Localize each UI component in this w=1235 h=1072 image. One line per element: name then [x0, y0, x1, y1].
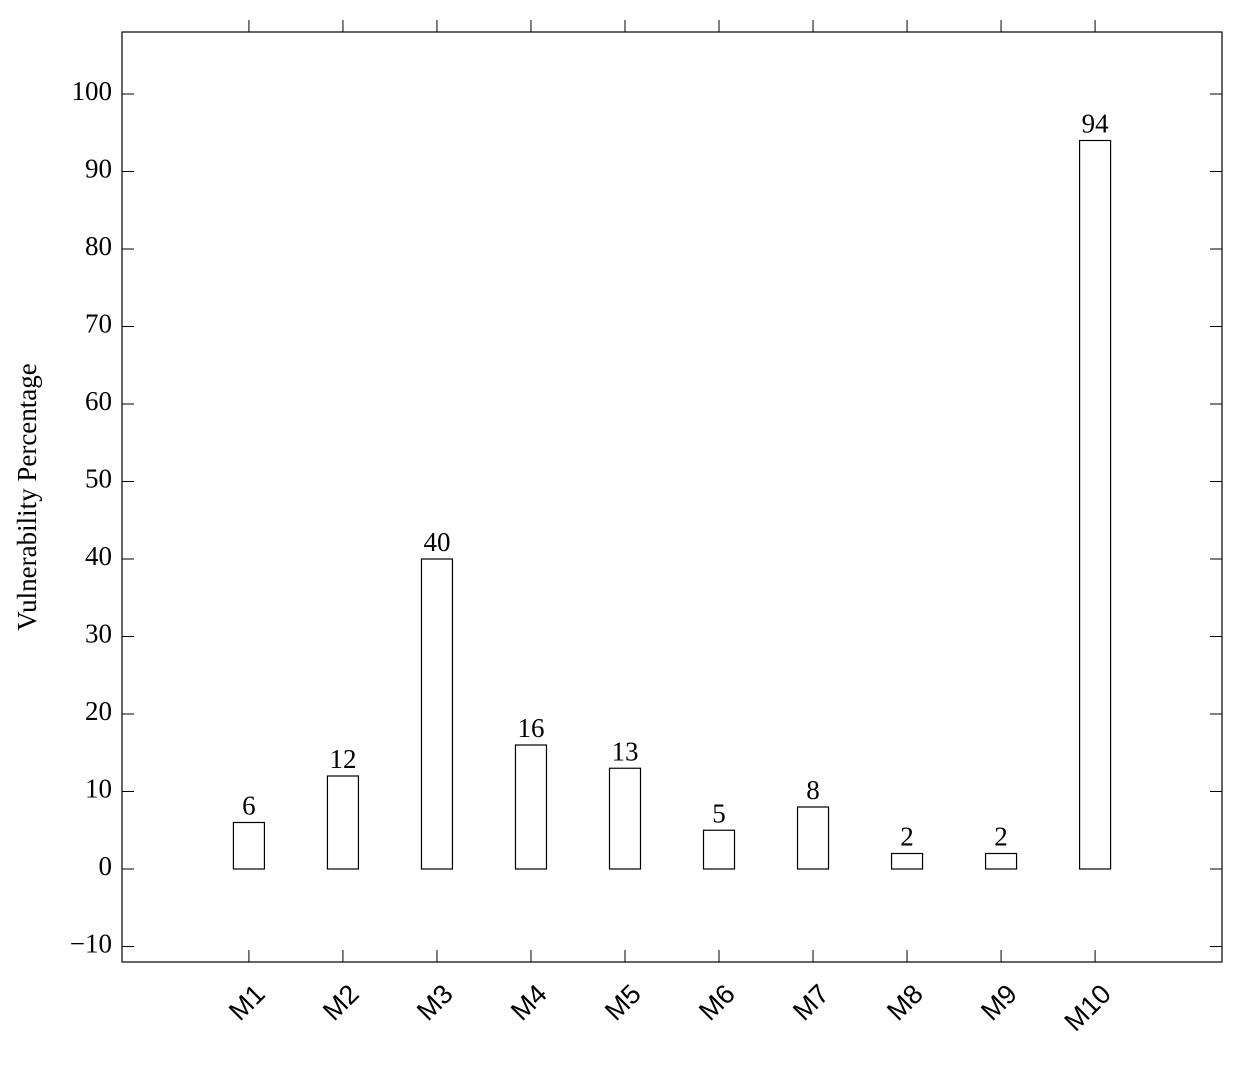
bar: [326, 775, 360, 870]
x-tick-label: M9: [975, 979, 1023, 1027]
value-label: 16: [517, 713, 544, 743]
y-tick-label: 90: [85, 154, 112, 184]
y-tick-label: 0: [99, 851, 113, 881]
value-label: 2: [994, 822, 1008, 852]
y-tick-label: 40: [85, 541, 112, 571]
value-label: 6: [242, 791, 256, 821]
value-label: 40: [423, 527, 450, 557]
y-tick-label: 100: [72, 76, 113, 106]
y-tick-label: 20: [85, 696, 112, 726]
bar: [984, 852, 1018, 870]
value-label: 5: [712, 798, 726, 828]
value-label: 8: [806, 775, 820, 805]
y-tick-label: 70: [85, 309, 112, 339]
bar: [514, 744, 548, 870]
value-label: 12: [329, 744, 356, 774]
bar: [702, 829, 736, 870]
x-tick-label: M10: [1059, 979, 1117, 1037]
value-label: 13: [611, 736, 638, 766]
x-tick-label: M5: [599, 979, 647, 1027]
y-tick-label: −10: [70, 929, 112, 959]
bar: [890, 852, 924, 870]
y-tick-label: 60: [85, 386, 112, 416]
x-tick-label: M1: [223, 979, 271, 1027]
x-tick-label: M3: [411, 979, 459, 1027]
bar: [608, 767, 642, 870]
bar: [420, 558, 454, 870]
y-tick-label: 30: [85, 619, 112, 649]
x-tick-label: M8: [881, 979, 929, 1027]
x-tick-label: M4: [505, 979, 553, 1027]
bar: [232, 821, 266, 870]
y-tick-label: 50: [85, 464, 112, 494]
bar: [796, 806, 830, 870]
y-tick-label: 10: [85, 774, 112, 804]
value-label: 2: [900, 822, 914, 852]
x-tick-label: M6: [693, 979, 741, 1027]
y-tick-label: 80: [85, 231, 112, 261]
plot-frame: [121, 31, 1223, 963]
bar: [1078, 139, 1112, 870]
value-label: 94: [1082, 109, 1110, 139]
y-axis-label: Vulnerability Percentage: [12, 363, 42, 631]
x-tick-label: M7: [787, 979, 835, 1027]
x-tick-label: M2: [317, 979, 365, 1027]
